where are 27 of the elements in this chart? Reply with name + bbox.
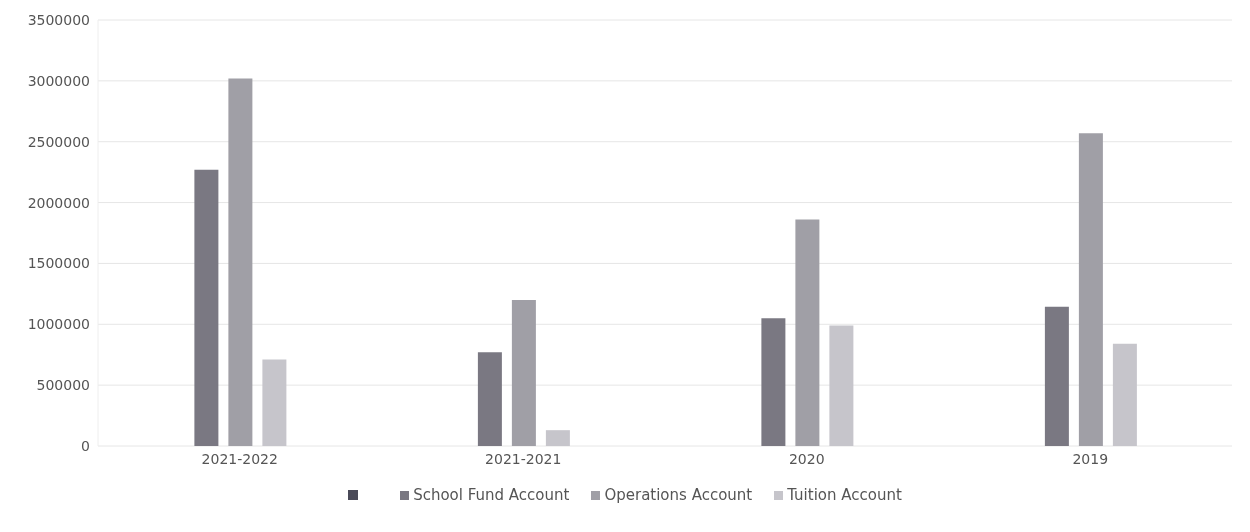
- bar: [1112, 343, 1137, 446]
- legend-label: Operations Account: [603, 486, 753, 504]
- legend-label: School Fund Account: [412, 486, 570, 504]
- x-tick-label: 2020: [788, 450, 825, 467]
- bar: [795, 219, 820, 446]
- bar: [511, 299, 536, 446]
- y-tick-label: 500000: [36, 377, 90, 394]
- x-tick-label: 2021-2021: [485, 450, 562, 467]
- bar: [1044, 306, 1069, 446]
- bar: [829, 325, 854, 446]
- y-tick-label: 1500000: [27, 255, 90, 272]
- bar: [262, 359, 287, 446]
- bar: [1078, 133, 1103, 446]
- bar: [194, 169, 219, 446]
- bar: [228, 78, 253, 446]
- legend-label: Tuition Account: [786, 486, 902, 504]
- bar: [477, 352, 502, 446]
- x-tick-label: 2021-2022: [201, 450, 278, 467]
- y-tick-label: 2500000: [27, 133, 90, 150]
- x-tick-label: 2019: [1072, 450, 1109, 467]
- bar: [545, 430, 570, 446]
- y-tick-label: 3000000: [27, 72, 90, 89]
- y-tick-label: 1000000: [27, 316, 90, 333]
- bar: [761, 318, 786, 446]
- y-tick-label: 2000000: [27, 194, 90, 211]
- y-tick-label: 0: [81, 437, 90, 454]
- y-tick-label: 3500000: [27, 11, 90, 28]
